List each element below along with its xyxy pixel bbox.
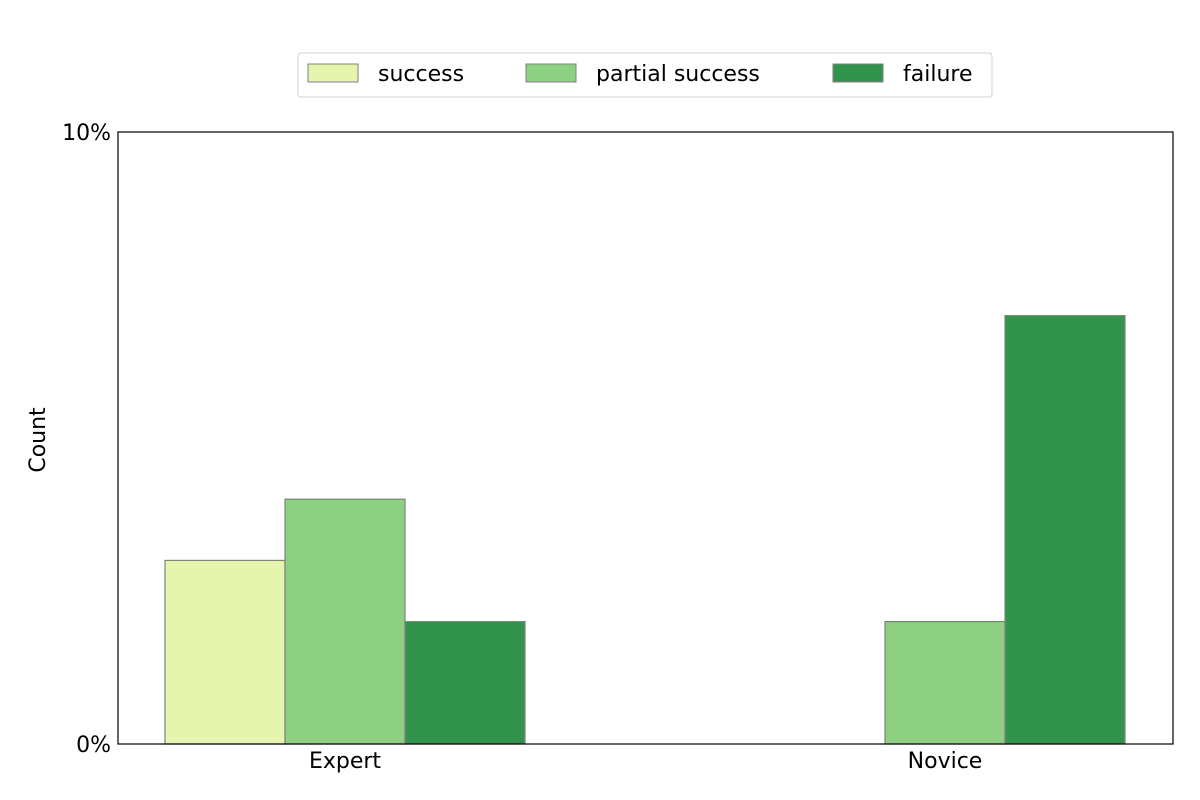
axes-frame <box>117 131 1174 745</box>
legend-swatch-failure <box>832 63 884 83</box>
y-tick-labels: 0% 10% <box>62 121 111 758</box>
legend-frame <box>297 52 993 98</box>
y-axis-label: Count <box>26 407 51 473</box>
bar-success-expert <box>164 559 286 745</box>
x-tick-label-expert: Expert <box>309 749 381 774</box>
legend-label-success: success <box>378 62 464 87</box>
bar-partial-success-novice <box>884 620 1006 745</box>
legend-label-partial-success: partial success <box>596 62 760 87</box>
bar-failure-novice <box>1004 315 1126 745</box>
plot-area <box>164 315 1126 745</box>
bar-failure-expert <box>404 620 526 745</box>
legend-swatch-success <box>307 63 359 83</box>
legend: success partial success failure <box>297 52 993 98</box>
y-tick-label: 0% <box>76 733 111 758</box>
y-tick-label: 10% <box>62 121 111 146</box>
bar-partial-success-expert <box>284 498 406 745</box>
legend-swatch-partial-success <box>525 63 577 83</box>
x-tick-label-novice: Novice <box>908 749 983 774</box>
x-tick-labels: Expert Novice <box>309 749 982 774</box>
legend-label-failure: failure <box>903 62 973 87</box>
